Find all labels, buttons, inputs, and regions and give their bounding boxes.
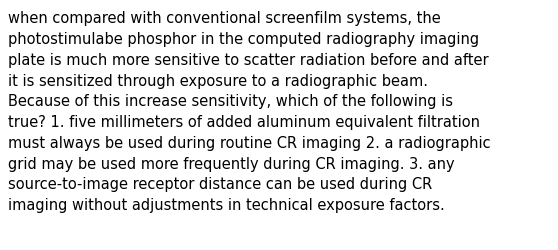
Text: when compared with conventional screenfilm systems, the
photostimulabe phosphor : when compared with conventional screenfi… <box>8 11 491 212</box>
